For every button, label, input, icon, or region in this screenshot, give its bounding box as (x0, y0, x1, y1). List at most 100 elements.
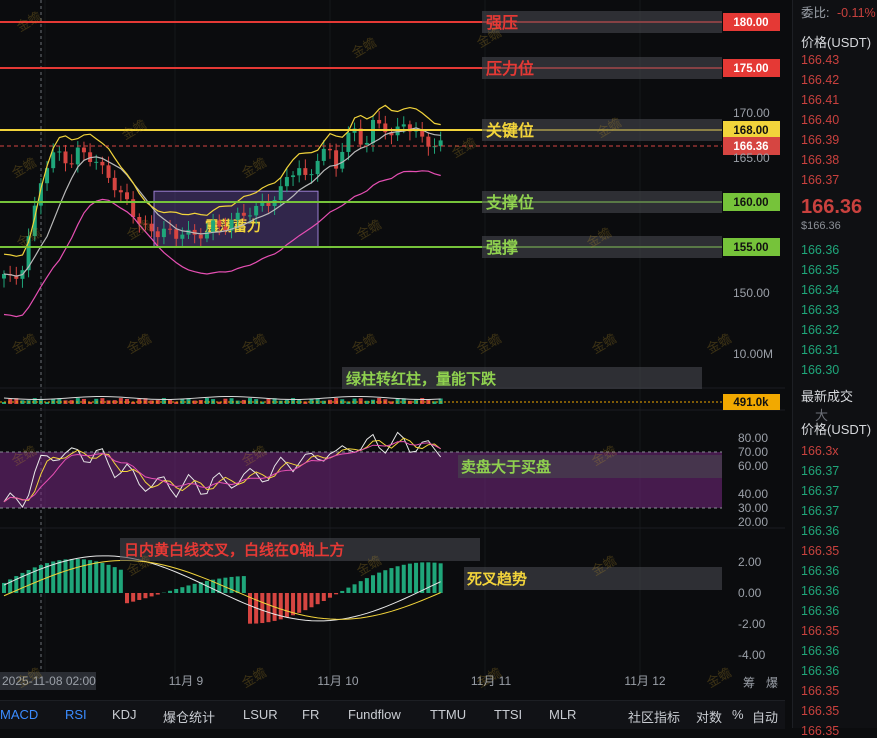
candle-body (303, 168, 307, 175)
tab-4[interactable]: LSUR (243, 707, 278, 722)
volume-bar (266, 399, 270, 404)
x-tick: 11月 10 (317, 674, 358, 688)
candle-body (156, 231, 160, 237)
trades-header: 价格(USDT) (801, 419, 871, 438)
tab-7[interactable]: TTMU (430, 707, 466, 722)
volume-bar (205, 398, 209, 404)
watermark: 金蟾 (239, 665, 270, 692)
candle-body (310, 174, 314, 175)
price-tag-0: 180.00 (723, 13, 780, 31)
candle-body (322, 149, 326, 161)
rsi-tick: 80.00 (738, 431, 768, 445)
macd-bar (346, 588, 350, 593)
trade-price: 166.37 (801, 464, 839, 478)
volume-bar (377, 398, 381, 404)
macd-bar (303, 593, 307, 610)
macd-bar (371, 575, 375, 593)
macd-bar (76, 559, 80, 593)
candle-body (371, 120, 375, 143)
price-tag-text: 155.00 (733, 242, 768, 254)
volume-bar (396, 399, 400, 404)
macd-bar (353, 584, 357, 593)
tab-9[interactable]: MLR (549, 707, 576, 722)
level-label: 关键位 (486, 121, 534, 140)
watermark: 金蟾 (14, 9, 45, 36)
watermark: 金蟾 (354, 217, 385, 244)
macd-tick: 2.00 (738, 555, 762, 569)
tab-2[interactable]: KDJ (112, 707, 137, 722)
macd-bar (64, 559, 68, 593)
macd-bar (322, 593, 326, 601)
level-label: 强撑 (486, 238, 518, 257)
candle-body (180, 235, 184, 239)
level-label: 压力位 (486, 59, 534, 78)
bid-price: 166.34 (801, 283, 839, 297)
ask-price: 166.38 (801, 153, 839, 167)
tab-13[interactable]: 自动 (752, 707, 778, 726)
level-annotation-0: 强压 (482, 11, 722, 33)
ask-price: 166.43 (801, 53, 839, 67)
tab-5[interactable]: FR (302, 707, 319, 722)
x-tick: 11月 9 (169, 674, 204, 688)
volume-bar (334, 398, 338, 404)
volume-bar (8, 399, 12, 404)
chart-area[interactable]: 震荡蓄力强压180.00压力位175.00关键位168.00支撑位160.00强… (0, 0, 785, 700)
volume-bar (137, 399, 141, 404)
macd-bar (365, 578, 369, 593)
trade-price: 166.36 (801, 524, 839, 538)
macd-bar (107, 565, 111, 593)
candle-body (168, 229, 172, 230)
tab-0[interactable]: MACD (0, 707, 38, 722)
macd-bar (88, 560, 92, 593)
tab-6[interactable]: Fundflow (348, 707, 401, 722)
tab-10[interactable]: 社区指标 (628, 707, 680, 726)
rsi-tick: 40.00 (738, 487, 768, 501)
tab-1[interactable]: RSI (65, 707, 87, 722)
candle-body (236, 213, 240, 220)
candle-body (51, 152, 55, 168)
candle-body (420, 130, 424, 136)
candle-body (125, 192, 129, 199)
candle-body (254, 206, 258, 215)
price-chart[interactable]: 震荡蓄力强压180.00压力位175.00关键位168.00支撑位160.00强… (0, 0, 785, 700)
x-tick: 11月 12 (624, 674, 665, 688)
ratio-row: 委比: -0.11% (801, 2, 876, 21)
rsi-annotation: 卖盘大于买盘 (461, 458, 551, 476)
price-tag-4: 155.00 (723, 238, 780, 256)
trades-title[interactable]: 最新成交 (801, 389, 853, 404)
volume-bar (94, 399, 98, 404)
candle-body (402, 124, 406, 126)
macd-tick: -2.00 (738, 617, 766, 631)
candle-body (64, 151, 68, 163)
last-price: 166.36 (801, 196, 862, 219)
tab-3[interactable]: 爆仓统计 (163, 707, 215, 726)
watermark: 金蟾 (124, 331, 155, 358)
macd-bar (396, 566, 400, 593)
macd-bar (94, 561, 98, 593)
macd-bar (260, 593, 264, 623)
tab-12[interactable]: % (732, 707, 744, 722)
ask-price: 166.40 (801, 113, 839, 127)
macd-bar (168, 591, 172, 593)
candle-body (107, 165, 111, 178)
bid-price: 166.33 (801, 303, 839, 317)
volume-bar (420, 398, 424, 404)
macd-bar (156, 593, 160, 595)
candle-body (217, 220, 221, 226)
ask-price: 166.39 (801, 133, 839, 147)
macd-bar (223, 578, 227, 593)
macd-bar (193, 584, 197, 593)
price-tick-165: 165.00 (733, 151, 770, 165)
watermark: 金蟾 (474, 331, 505, 358)
trade-price: 166.35 (801, 684, 839, 698)
tab-8[interactable]: TTSI (494, 707, 522, 722)
macd-bar (113, 567, 117, 593)
macd-bar (408, 564, 412, 593)
watermark: 金蟾 (349, 35, 380, 62)
ask-price: 166.41 (801, 93, 839, 107)
macd-bar (377, 573, 381, 593)
volume-tick: 10.00M (733, 347, 773, 361)
tab-11[interactable]: 对数 (696, 707, 722, 726)
rsi-tick: 20.00 (738, 515, 768, 529)
macd-bar (125, 593, 129, 603)
